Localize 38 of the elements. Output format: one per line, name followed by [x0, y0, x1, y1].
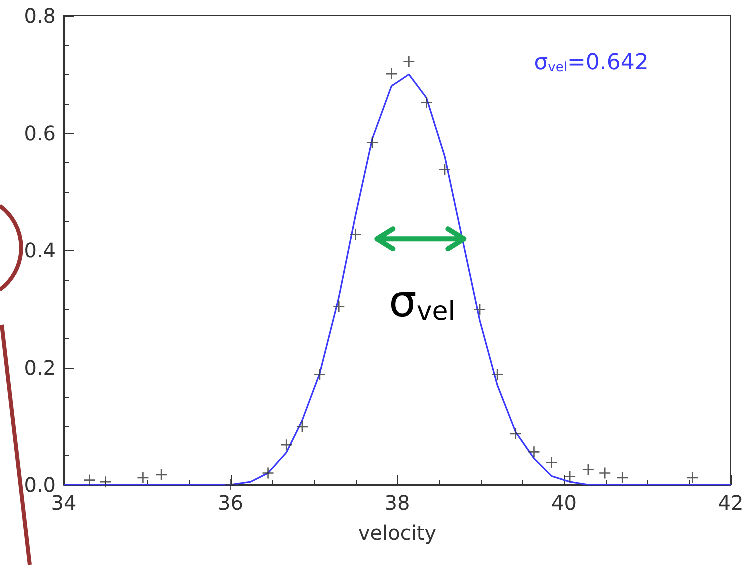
- point: [546, 456, 558, 469]
- point: [224, 478, 237, 492]
- point: [564, 470, 576, 483]
- annotation: σvel=0.642: [534, 50, 649, 76]
- point: [100, 476, 112, 488]
- point: [314, 368, 326, 381]
- x-axis-title: velocity: [358, 521, 437, 545]
- y-tick-label: 0.8: [24, 4, 56, 28]
- x-tick-label: 36: [218, 491, 244, 515]
- point: [366, 136, 379, 149]
- point: [474, 304, 486, 316]
- point: [491, 368, 504, 381]
- point: [582, 464, 595, 476]
- point: [332, 300, 346, 313]
- point: [262, 467, 274, 480]
- point: [155, 468, 168, 482]
- x-tick-label: 40: [552, 491, 577, 515]
- y-tick-label: 0.4: [24, 238, 56, 262]
- y-tick-label: 0.2: [24, 356, 56, 380]
- x-tick-label: 34: [51, 491, 77, 515]
- point: [296, 420, 309, 434]
- point: [386, 68, 398, 80]
- point: [510, 428, 522, 440]
- point: [616, 472, 629, 484]
- x-tick-label: 38: [384, 491, 410, 515]
- point: [598, 467, 612, 480]
- x-tick-label: 42: [718, 491, 744, 515]
- point: [84, 474, 96, 486]
- point: [528, 446, 540, 458]
- point: [137, 472, 150, 484]
- point: [280, 438, 293, 452]
- point: [350, 228, 362, 241]
- point: [420, 96, 433, 109]
- y-tick-label: 0.6: [24, 121, 56, 146]
- point: [438, 163, 452, 176]
- annotation: σvel: [388, 276, 456, 328]
- point: [686, 472, 699, 484]
- point: [403, 56, 416, 68]
